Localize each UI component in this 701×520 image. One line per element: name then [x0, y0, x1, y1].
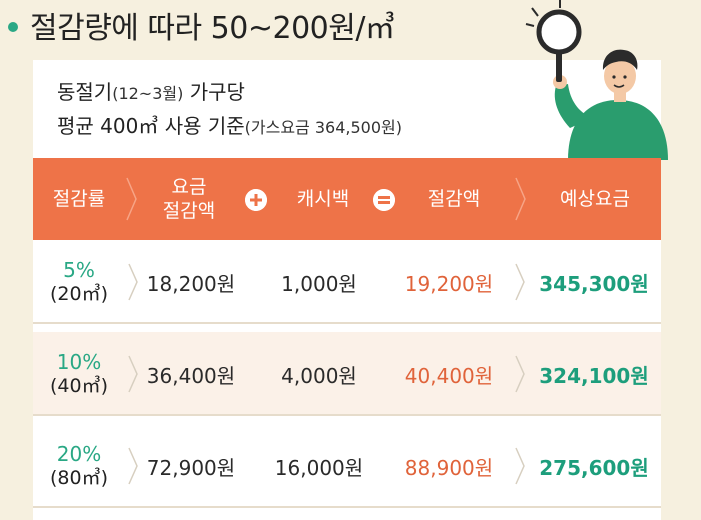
chevron-right-icon [128, 355, 138, 393]
header-cashback: 캐시백 [296, 188, 350, 210]
table-header: 절감률 요금 절감액 캐시백 절감액 예상요금 [33, 158, 661, 240]
saving-cell: 72,900원 [146, 455, 236, 480]
subtitle: 동절기(12~3월) 가구당 평균 400㎥ 사용 기준(가스요금 364,50… [57, 76, 402, 144]
table-row: 5% (20㎥) 18,200원 1,000원 19,200원 345,300원 [33, 240, 661, 324]
gas-bill-basis: (가스요금 364,500원) [244, 118, 402, 137]
chevron-right-icon [128, 263, 138, 301]
total-cell: 19,200원 [404, 271, 494, 296]
subtitle-line-1: 동절기(12~3월) 가구당 [57, 76, 402, 110]
table-row: 20% (80㎥) 72,900원 16,000원 88,900원 275,60… [33, 424, 661, 508]
title-row: 절감량에 따라 50~200원/㎥ [8, 4, 395, 46]
saving-cell: 18,200원 [146, 271, 236, 296]
header-expected: 예상요금 [560, 188, 630, 210]
chevron-right-icon [126, 177, 137, 221]
chevron-right-icon [128, 447, 138, 485]
rate-volume: (80㎥) [49, 467, 108, 489]
chevron-right-icon [515, 263, 525, 301]
total-cell: 40,400원 [404, 363, 494, 388]
rate-volume: (40㎥) [49, 375, 108, 397]
total-cell: 88,900원 [404, 455, 494, 480]
page-title: 절감량에 따라 50~200원/㎥ [30, 11, 395, 46]
person-with-magnifier-illustration [525, 0, 668, 160]
usage-basis: 평균 400㎥ 사용 기준 [57, 114, 245, 138]
rate-percent: 20% [56, 442, 102, 466]
expected-cell: 275,600원 [539, 455, 649, 480]
expected-cell: 345,300원 [539, 271, 649, 296]
chevron-right-icon [515, 355, 525, 393]
rate-percent: 5% [63, 258, 95, 282]
cashback-cell: 16,000원 [274, 455, 364, 480]
rate-cell: 10% (40㎥) [33, 332, 125, 416]
subtitle-line-2: 평균 400㎥ 사용 기준(가스요금 364,500원) [57, 110, 402, 144]
rate-percent: 10% [56, 350, 102, 374]
per-household-label: 가구당 [183, 80, 245, 104]
header-saving-line1: 요금 [171, 176, 207, 198]
season-label: 동절기 [57, 80, 113, 104]
cashback-cell: 1,000원 [281, 271, 357, 296]
header-rate: 절감률 [52, 188, 106, 210]
header-saving: 요금 절감액 [141, 158, 237, 240]
header-saving-line2: 절감액 [162, 200, 216, 222]
expected-cell: 324,100원 [539, 363, 649, 388]
cashback-cell: 4,000원 [281, 363, 357, 388]
rate-volume: (20㎥) [49, 283, 108, 305]
plus-circle-icon [245, 189, 267, 211]
saving-cell: 36,400원 [146, 363, 236, 388]
season-months: (12~3월) [112, 84, 184, 103]
chevron-right-icon [515, 447, 525, 485]
bullet-dot-icon [8, 22, 18, 32]
table-row: 10% (40㎥) 36,400원 4,000원 40,400원 324,100… [33, 332, 661, 416]
chevron-right-icon [515, 177, 526, 221]
equals-circle-icon [373, 189, 395, 211]
header-total: 절감액 [427, 188, 481, 210]
rate-cell: 5% (20㎥) [33, 240, 125, 324]
rate-cell: 20% (80㎥) [33, 424, 125, 508]
